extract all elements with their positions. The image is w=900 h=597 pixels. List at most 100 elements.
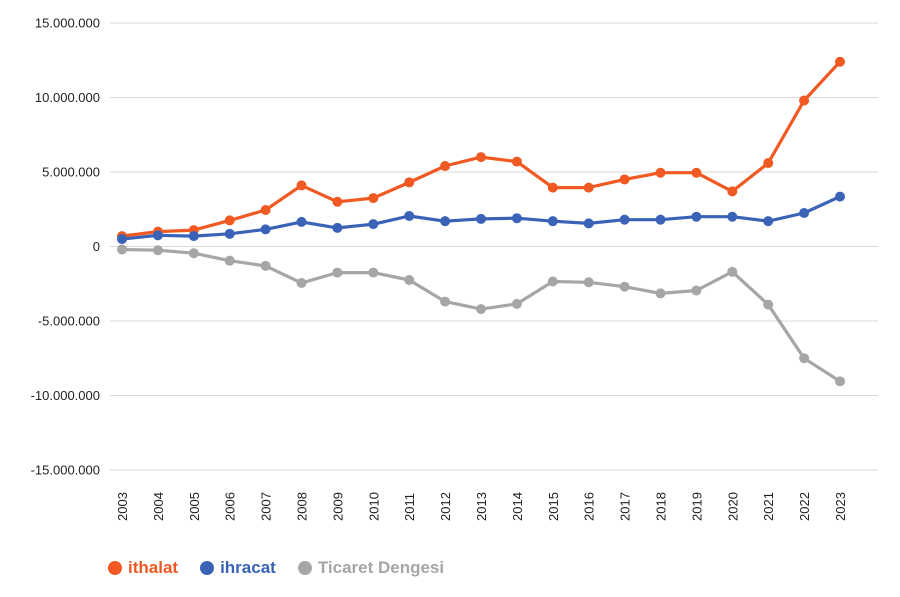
x-tick-label: 2007	[259, 492, 274, 521]
data-point-ticaret-dengesi	[547, 276, 558, 287]
series-ihracat	[117, 191, 845, 245]
x-tick-label: 2004	[151, 492, 166, 521]
data-point-ithalat	[835, 56, 845, 67]
legend-item-ihracat: ihracat	[200, 558, 276, 578]
data-point-ihracat	[799, 207, 810, 218]
data-point-ticaret-dengesi	[188, 248, 199, 259]
data-point-ticaret-dengesi	[799, 353, 810, 364]
legend-marker-ihracat	[200, 561, 215, 575]
x-tick-label: 2022	[797, 492, 812, 521]
data-point-ithalat	[368, 193, 379, 204]
data-point-ihracat	[655, 214, 666, 225]
data-point-ticaret-dengesi	[583, 277, 594, 288]
data-point-ihracat	[476, 213, 486, 224]
x-tick-label: 2014	[510, 492, 525, 521]
legend-label-ticaret-dengesi: Ticaret Dengesi	[317, 558, 445, 577]
series-line-ithalat	[121, 60, 842, 238]
data-point-ithalat	[727, 186, 738, 197]
data-point-ithalat	[476, 152, 486, 163]
x-tick-label: 2011	[402, 493, 417, 521]
data-point-ihracat	[260, 224, 271, 235]
data-point-ihracat	[763, 216, 774, 227]
x-tick-label: 2009	[330, 492, 345, 521]
data-point-ithalat	[511, 156, 522, 167]
data-point-ithalat	[224, 215, 235, 226]
data-point-ticaret-dengesi	[296, 278, 307, 289]
data-point-ithalat	[260, 204, 271, 215]
x-tick-label: 2006	[223, 492, 238, 521]
x-tick-label: 2018	[654, 492, 669, 521]
y-tick-label: -10.000.000	[31, 388, 100, 403]
data-point-ticaret-dengesi	[368, 267, 379, 278]
y-tick-label: 10.000.000	[35, 90, 100, 105]
data-point-ticaret-dengesi	[404, 275, 415, 286]
gridlines	[110, 22, 878, 471]
x-tick-label: 2023	[833, 492, 848, 521]
legend: ithalat ihracat Ticaret Dengesi	[108, 558, 444, 578]
data-point-ihracat	[691, 211, 702, 222]
legend-item-ithalat: ithalat	[108, 558, 178, 578]
x-tick-label: 2013	[474, 492, 489, 521]
data-point-ticaret-dengesi	[332, 267, 343, 278]
data-point-ticaret-dengesi	[727, 266, 738, 277]
data-point-ithalat	[296, 180, 307, 191]
x-tick-label: 2021	[761, 492, 776, 521]
data-point-ticaret-dengesi	[260, 260, 271, 271]
data-point-ithalat	[440, 161, 451, 172]
y-tick-label: 0	[93, 239, 100, 254]
data-point-ihracat	[511, 213, 522, 224]
legend-label-ihracat: ihracat	[220, 558, 276, 577]
data-point-ihracat	[368, 219, 379, 230]
data-point-ticaret-dengesi	[152, 245, 163, 256]
data-point-ihracat	[152, 230, 163, 241]
data-point-ihracat	[727, 211, 738, 222]
data-point-ticaret-dengesi	[511, 298, 522, 309]
y-tick-label: -5.000.000	[38, 314, 100, 329]
data-point-ihracat	[296, 216, 307, 227]
data-point-ticaret-dengesi	[763, 299, 774, 310]
y-tick-label: -15.000.000	[31, 463, 100, 478]
data-point-ihracat	[188, 231, 199, 242]
data-point-ihracat	[224, 228, 235, 239]
data-point-ithalat	[763, 158, 774, 169]
y-tick-label: 5.000.000	[42, 165, 100, 180]
x-tick-label: 2008	[295, 492, 310, 521]
data-point-ticaret-dengesi	[835, 376, 845, 387]
x-tick-label: 2010	[366, 492, 381, 521]
x-tick-label: 2012	[438, 492, 453, 521]
x-tick-label: 2003	[115, 492, 130, 521]
data-point-ithalat	[547, 182, 558, 193]
data-point-ticaret-dengesi	[619, 281, 630, 292]
data-point-ihracat	[117, 234, 127, 245]
data-point-ihracat	[404, 210, 415, 221]
data-point-ihracat	[440, 216, 451, 227]
data-point-ticaret-dengesi	[224, 255, 235, 266]
x-tick-label: 2017	[618, 492, 633, 521]
legend-marker-ithalat	[108, 561, 122, 575]
data-point-ticaret-dengesi	[476, 304, 486, 315]
data-point-ticaret-dengesi	[117, 244, 127, 255]
data-point-ithalat	[655, 167, 666, 178]
x-tick-label: 2005	[187, 492, 202, 521]
legend-label-ithalat: ithalat	[128, 558, 179, 577]
data-point-ithalat	[404, 177, 415, 188]
line-chart: 15.000.000 10.000.000 5.000.000 0 -5.000.000…	[31, 16, 878, 521]
x-tick-label: 2020	[725, 492, 740, 521]
legend-item-ticaret-dengesi: Ticaret Dengesi	[297, 558, 445, 578]
series-ticaret-dengesi	[117, 244, 845, 387]
data-point-ihracat	[583, 218, 594, 229]
y-axis-ticks: 15.000.000 10.000.000 5.000.000 0 -5.000.000…	[31, 16, 100, 478]
data-point-ticaret-dengesi	[440, 296, 451, 307]
data-point-ithalat	[799, 95, 810, 106]
data-point-ihracat	[835, 191, 845, 202]
x-axis-ticks: 2003 2004 2005 2006 2007 2008 2009 2010 2011 2012…	[115, 492, 848, 521]
data-point-ithalat	[583, 182, 594, 193]
x-tick-label: 2019	[689, 492, 704, 521]
x-tick-label: 2015	[546, 492, 561, 521]
data-point-ihracat	[547, 216, 558, 227]
series-lines	[117, 56, 845, 387]
legend-marker-ticaret-dengesi	[297, 561, 312, 575]
x-tick-label: 2016	[582, 492, 597, 521]
data-point-ithalat	[619, 174, 630, 185]
data-point-ihracat	[619, 214, 630, 225]
